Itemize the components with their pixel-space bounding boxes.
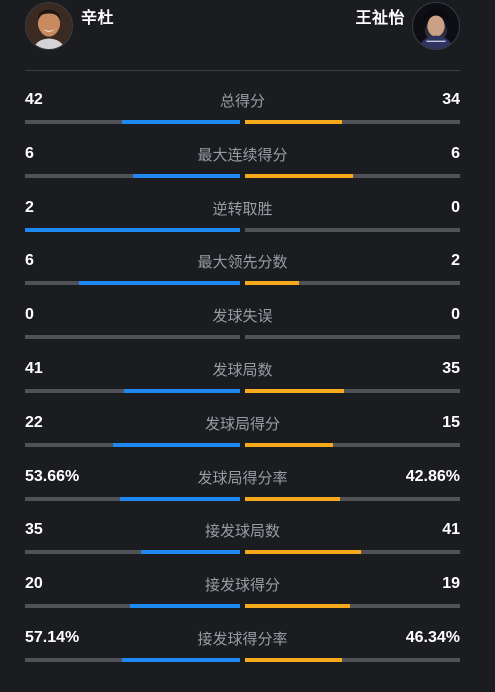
stat-right-bar: [245, 173, 460, 178]
stat-row: 35 接发球局数 41: [25, 520, 460, 574]
stat-right-bar: [245, 604, 460, 609]
stat-left-bar: [25, 173, 240, 178]
stat-right-value: 34: [442, 91, 460, 108]
stat-left-fill: [25, 227, 240, 232]
stat-right-value: 15: [442, 413, 460, 431]
stat-left-value: 6: [25, 252, 34, 270]
stat-left-value: 42: [25, 91, 43, 108]
stat-left-fill: [121, 120, 240, 124]
stat-left-bar: [25, 604, 240, 609]
stat-label: 接发球得分: [204, 576, 280, 595]
stat-right-bar: [245, 120, 460, 124]
stat-left-bar: [25, 281, 240, 286]
stat-right-bar: [245, 335, 460, 340]
stat-right-bar: [245, 227, 460, 232]
stat-right-fill: [245, 604, 351, 609]
stat-left-fill: [121, 657, 240, 662]
stat-right-value: 41: [442, 521, 460, 539]
stat-left-fill: [119, 496, 240, 501]
stat-row: 20 接发球得分 19: [25, 574, 460, 628]
stat-right-bar: [245, 550, 460, 555]
stat-right-value: 46.34%: [405, 628, 460, 646]
stat-right-bar: [245, 496, 460, 501]
stat-left-fill: [130, 604, 240, 609]
stat-left-bar: [25, 388, 240, 393]
stat-label: 发球局得分率: [197, 468, 288, 487]
stat-right-value: 6: [451, 144, 460, 162]
stat-left-value: 0: [25, 306, 34, 324]
stat-left-bar: [25, 442, 240, 447]
stat-row: 2 逆转取胜 0: [25, 198, 460, 252]
stat-right-fill: [245, 442, 334, 447]
stat-right-bar: [245, 657, 460, 662]
stat-right-fill: [245, 657, 342, 662]
stat-left-bar: [25, 227, 240, 232]
stat-left-value: 22: [25, 413, 43, 431]
stat-label: 逆转取胜: [212, 199, 273, 218]
stat-right-fill: [245, 120, 342, 124]
player-photo-icon: [33, 9, 65, 49]
stat-right-bar: [245, 388, 460, 393]
stat-row: 0 发球失误 0: [25, 305, 460, 359]
stat-row: 22 发球局得分 15: [25, 413, 460, 467]
stat-left-value: 20: [25, 575, 43, 593]
stat-right-value: 35: [442, 359, 460, 377]
stat-left-fill: [123, 388, 240, 393]
stat-right-value: 19: [442, 575, 460, 593]
stat-row: 6 最大连续得分 6: [25, 144, 460, 198]
stats-comparison-list: 42 总得分 34 6 最大连续得分 6 2 逆转取胜 0 6 最大领先分数 2…: [25, 90, 460, 682]
stat-row: 42 总得分 34: [25, 90, 460, 144]
stat-right-fill: [245, 388, 344, 393]
stat-left-fill: [141, 550, 240, 555]
stat-left-fill: [113, 442, 240, 447]
stat-left-value: 57.14%: [25, 628, 80, 646]
stat-row: 41 发球局数 35: [25, 359, 460, 413]
player-photo-icon: [418, 9, 454, 49]
stat-right-value: 0: [451, 306, 460, 324]
stat-left-value: 53.66%: [25, 467, 80, 485]
stat-label: 发球失误: [212, 307, 273, 326]
stat-row: 6 最大领先分数 2: [25, 251, 460, 305]
stat-left-fill: [78, 281, 240, 286]
stat-right-value: 2: [451, 252, 460, 270]
stat-right-fill: [245, 173, 353, 178]
stat-left-bar: [25, 120, 240, 124]
stat-row: 53.66% 发球局得分率 42.86%: [25, 467, 460, 521]
player-right-name[interactable]: 王祉怡: [355, 8, 405, 27]
stat-right-bar: [245, 442, 460, 447]
header-divider: [25, 70, 460, 71]
stat-row: 57.14% 接发球得分率 46.34%: [25, 628, 460, 682]
stat-right-fill: [245, 281, 299, 286]
stat-label: 接发球得分率: [197, 629, 288, 648]
stat-label: 最大领先分数: [197, 253, 288, 272]
stat-label: 发球局得分: [204, 414, 280, 433]
match-header: 辛杜 王祉怡: [0, 0, 495, 72]
stat-label: 最大连续得分: [197, 145, 288, 164]
stat-right-bar: [245, 281, 460, 286]
stat-left-value: 41: [25, 359, 43, 377]
stat-left-bar: [25, 335, 240, 340]
stat-right-fill: [245, 550, 362, 555]
stat-label: 接发球局数: [204, 522, 280, 541]
player-right-avatar[interactable]: [412, 2, 460, 50]
stat-label: 总得分: [219, 92, 265, 110]
stat-left-value: 2: [25, 198, 34, 216]
stat-left-value: 35: [25, 521, 43, 539]
stat-right-fill: [245, 496, 340, 501]
stat-right-value: 0: [451, 198, 460, 216]
stat-right-value: 42.86%: [405, 467, 460, 485]
stat-left-fill: [132, 173, 240, 178]
stat-label: 发球局数: [212, 360, 273, 379]
stat-left-bar: [25, 550, 240, 555]
player-left-avatar[interactable]: [25, 2, 73, 50]
stat-left-value: 6: [25, 144, 34, 162]
stat-left-bar: [25, 657, 240, 662]
player-left-name[interactable]: 辛杜: [81, 8, 115, 27]
stat-left-bar: [25, 496, 240, 501]
